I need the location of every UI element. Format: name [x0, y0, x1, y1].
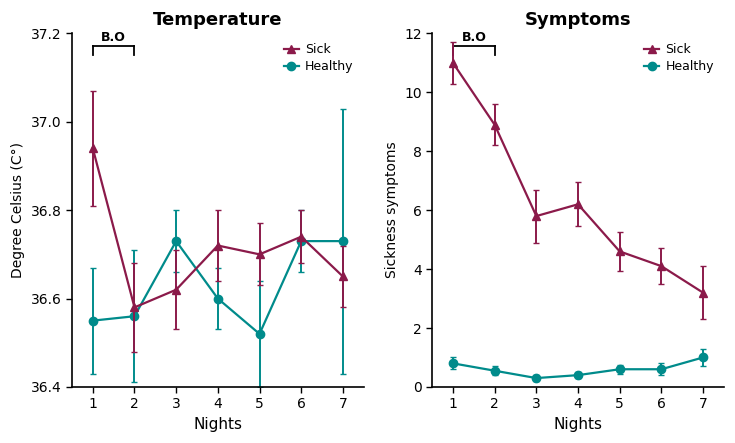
Text: B.O: B.O [462, 31, 487, 44]
X-axis label: Nights: Nights [553, 417, 603, 432]
Legend: Sick, Healthy: Sick, Healthy [280, 40, 357, 77]
Title: Symptoms: Symptoms [525, 11, 631, 29]
Y-axis label: Sickness symptoms: Sickness symptoms [384, 142, 398, 279]
Title: Temperature: Temperature [153, 11, 282, 29]
Legend: Sick, Healthy: Sick, Healthy [640, 40, 717, 77]
Text: B.O: B.O [101, 31, 126, 44]
X-axis label: Nights: Nights [193, 417, 243, 432]
Y-axis label: Degree Celsius (C°): Degree Celsius (C°) [11, 142, 25, 278]
